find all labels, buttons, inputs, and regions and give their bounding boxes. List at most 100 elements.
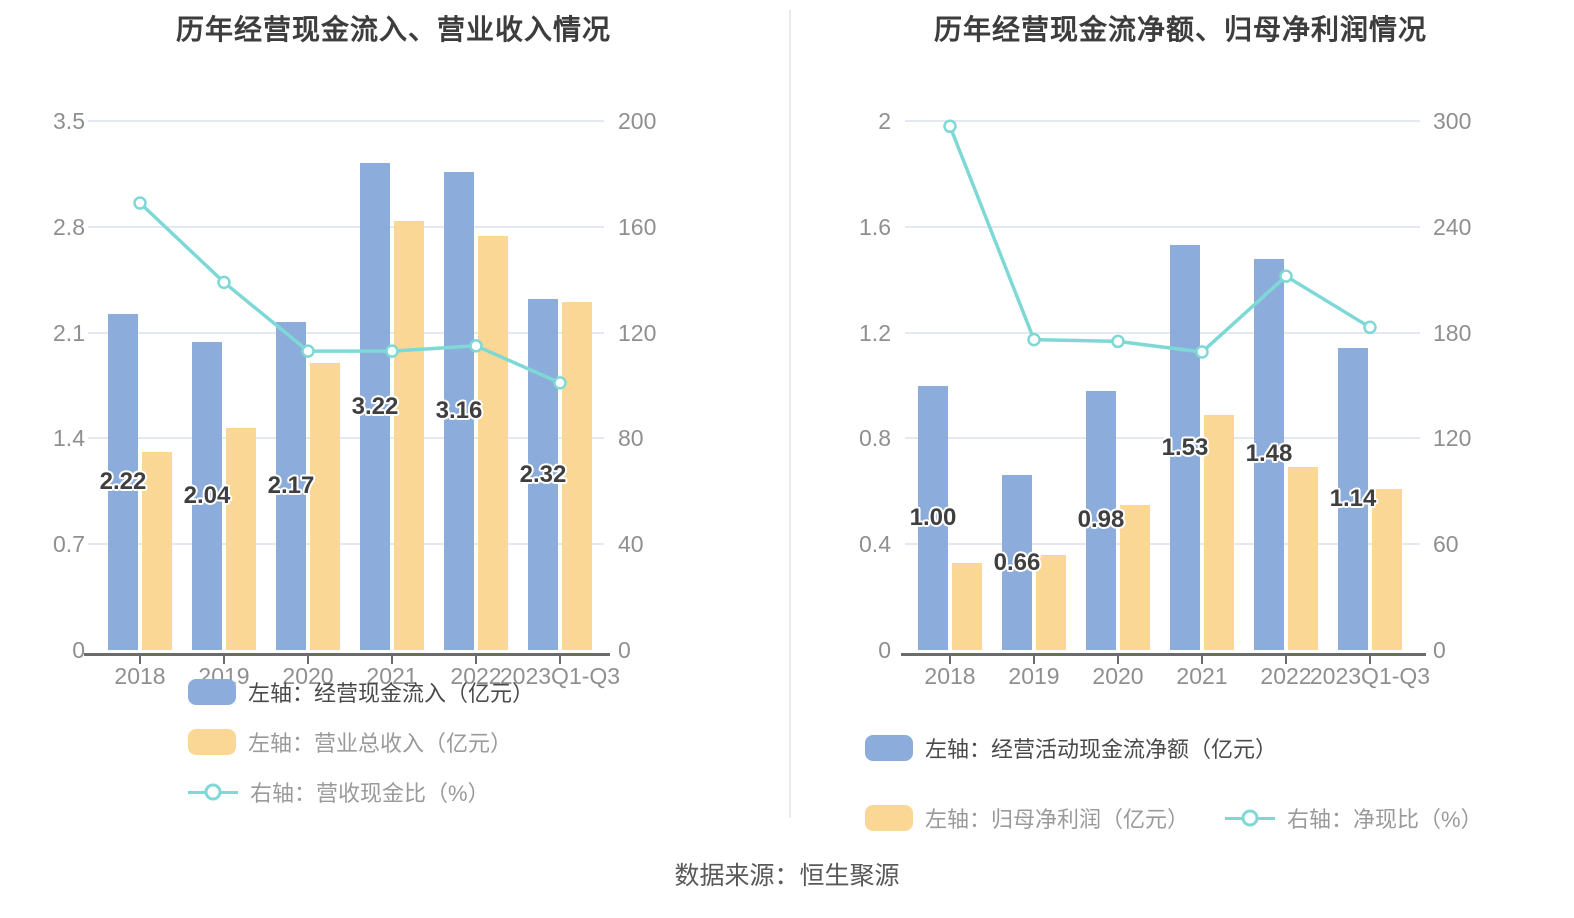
- x-axis-tick: [1117, 656, 1119, 664]
- bar-series2: [226, 427, 256, 650]
- x-axis-label: 2022: [1260, 663, 1312, 689]
- x-axis-tick: [1033, 656, 1035, 664]
- legend-swatch-blue: [865, 735, 913, 761]
- bar-series1: [1338, 348, 1368, 650]
- y-axis-label-left: 0: [878, 637, 891, 663]
- y-axis-label-right: 0: [1433, 637, 1446, 663]
- legend-item-cash-revenue-ratio[interactable]: 右轴：营收现金比（%）: [188, 776, 534, 808]
- bar-series2: [394, 220, 424, 650]
- bar-series2: [478, 235, 508, 650]
- legend-label: 左轴：经营现金流入（亿元）: [248, 681, 535, 706]
- line-point-marker: [1027, 332, 1041, 347]
- bar-series1: [108, 314, 138, 650]
- y-axis-label-left: 0.7: [53, 531, 85, 558]
- chart-panel-net-cashflow-net-profit: 历年经营现金流净额、归母净利润情况 2 300 1.6 240 1.2 180 0.8 120…: [787, 0, 1574, 918]
- chart-title: 历年经营现金流入、营业收入情况: [175, 14, 611, 45]
- gridline: [905, 437, 1420, 440]
- legend-swatch-yellow: [188, 729, 236, 755]
- y-axis-label-right: 240: [1433, 213, 1472, 240]
- legend-swatch-yellow: [865, 805, 913, 831]
- y-axis-label-right: 120: [618, 319, 657, 346]
- y-axis-label-right: 120: [1433, 425, 1472, 452]
- bar-series1: [1002, 475, 1032, 650]
- bar-value-label: 1.48: [1245, 440, 1293, 468]
- x-axis-label: 2018: [114, 663, 166, 689]
- legend-label: 右轴：营收现金比（%）: [250, 781, 490, 806]
- bar-value-label: 2.17: [267, 472, 315, 499]
- legend-label: 右轴：净现比（%）: [1287, 807, 1483, 832]
- gridline: [905, 331, 1420, 334]
- x-axis-tick: [391, 656, 393, 664]
- legend-line-marker-icon: [1225, 809, 1276, 827]
- bar-value-label: 3.22: [351, 392, 399, 420]
- gridline: [905, 543, 1420, 546]
- bar-series2: [1288, 467, 1318, 650]
- bar-series2: [310, 362, 340, 650]
- panel-divider: [789, 10, 791, 818]
- bar-series2: [142, 452, 172, 650]
- gridline: [88, 437, 604, 440]
- x-axis-line: [84, 653, 610, 656]
- y-axis-label-left: 3.5: [53, 108, 85, 134]
- gridline: [905, 225, 1420, 228]
- bar-value-label: 2.22: [99, 468, 147, 496]
- gridline: [88, 225, 604, 228]
- bar-series2: [952, 562, 982, 650]
- legend-label: 左轴：经营活动现金流净额（亿元）: [925, 737, 1278, 762]
- x-axis-line: [901, 653, 1426, 656]
- x-axis-tick: [1369, 656, 1371, 664]
- legend-line-marker-icon: [188, 783, 238, 801]
- x-axis-label: 2019: [1008, 663, 1060, 689]
- bar-series2: [1036, 554, 1066, 650]
- bar-value-label: 3.16: [435, 397, 483, 425]
- line-path: [948, 125, 1371, 354]
- x-axis-tick: [223, 656, 225, 664]
- line-point-marker: [1111, 334, 1125, 349]
- legend-item-net-cash-ratio[interactable]: 右轴：净现比（%）: [1225, 802, 1483, 834]
- y-axis-label-right: 0: [618, 637, 631, 663]
- legend-swatch-blue: [188, 679, 236, 705]
- bar-value-label: 0.98: [1077, 506, 1125, 534]
- legend-item-net-profit[interactable]: 左轴：归母净利润（亿元）: [865, 802, 1189, 834]
- y-axis-label-left: 1.6: [859, 213, 891, 240]
- data-source-text: 数据来源：恒生聚源: [674, 862, 900, 890]
- gridline: [88, 543, 604, 546]
- legend-item-total-revenue[interactable]: 左轴：营业总收入（亿元）: [188, 726, 534, 758]
- y-axis-label-right: 180: [1433, 319, 1472, 346]
- bar-series2: [1372, 488, 1402, 650]
- legend-item-cash-inflow[interactable]: 左轴：经营现金流入（亿元）: [188, 676, 534, 708]
- bar-value-label: 2.32: [519, 460, 567, 488]
- x-axis-label: 2021: [1176, 663, 1228, 689]
- x-axis-tick: [1285, 656, 1287, 664]
- y-axis-label-left: 0: [72, 637, 85, 663]
- x-axis-tick: [139, 656, 141, 664]
- bar-series1: [192, 341, 222, 650]
- y-axis-label-right: 80: [618, 425, 644, 452]
- bar-series2: [1204, 414, 1234, 650]
- legend: 左轴：经营活动现金流净额（亿元） 左轴：归母净利润（亿元） 右轴：净现比（%）: [865, 732, 1483, 834]
- legend-item-net-operating-cashflow[interactable]: 左轴：经营活动现金流净额（亿元）: [865, 732, 1483, 764]
- y-axis-label-left: 2.8: [53, 213, 85, 240]
- bar-value-label: 1.53: [1161, 433, 1209, 461]
- y-axis-label-left: 1.4: [53, 425, 85, 452]
- x-axis-tick: [307, 656, 309, 664]
- bar-value-label: 0.66: [993, 548, 1041, 576]
- gridline: [88, 331, 604, 334]
- x-axis-tick: [475, 656, 477, 664]
- y-axis-label-left: 0.4: [859, 531, 891, 558]
- y-axis-label-left: 1.2: [859, 319, 891, 346]
- gridline: [88, 120, 604, 122]
- bar-series2: [1120, 504, 1150, 650]
- y-axis-label-right: 200: [618, 108, 657, 134]
- bar-value-label: 2.04: [183, 481, 231, 509]
- x-axis-label: 2020: [282, 663, 334, 689]
- x-axis-label: 2023Q1-Q3: [499, 663, 621, 689]
- x-axis-tick: [1201, 656, 1203, 664]
- plot-area: 2 300 1.6 240 1.2 180 0.8 120 0.4 60 0 0 2018 2019 202…: [787, 0, 1574, 918]
- gridline: [905, 120, 1420, 122]
- y-axis-label-left: 0.8: [859, 425, 891, 452]
- bar-value-label: 1.14: [1329, 485, 1377, 513]
- line-point-marker: [217, 275, 231, 290]
- line-point-marker: [133, 196, 147, 210]
